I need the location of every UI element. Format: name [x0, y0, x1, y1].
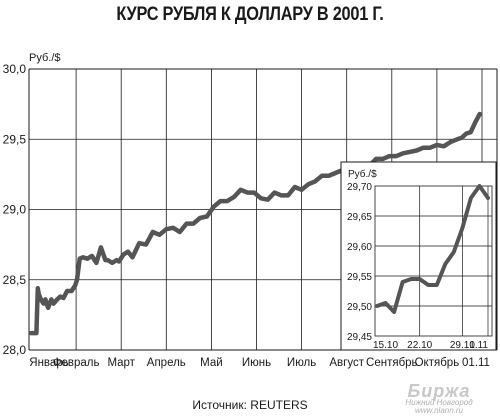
inset-y-tick-labels: 29,45 29,50 29,55 29,60 29,65 29,70: [347, 182, 372, 343]
inset-x-tick-labels: 15.10 22.10 29.101.11: [373, 340, 488, 351]
inset-y-tick-label: 29,45: [347, 332, 372, 343]
inset-x-tick-label: 22.10: [407, 340, 432, 351]
watermark-url: www.nlann.ru: [414, 406, 464, 415]
watermark-logo-text: Биржа: [407, 381, 471, 401]
main-y-tick-label: 28,5: [3, 273, 27, 287]
inset-frame: [340, 161, 497, 351]
main-x-tick-label: Март: [107, 357, 135, 369]
source-note: Источник: REUTERS: [192, 398, 308, 412]
inset-y-tick-label: 29,50: [347, 302, 372, 313]
main-x-tick-label: Май: [200, 357, 223, 369]
main-y-tick-label: 29,5: [3, 132, 27, 146]
main-x-tick-label: 01.11: [462, 357, 490, 369]
watermark: Биржа Нижний Новгород www.nlann.ru: [384, 381, 494, 415]
inset-y-tick-label: 29,70: [347, 182, 372, 193]
inset-grid: [374, 185, 493, 337]
inset-y-tick-label: 29,65: [347, 212, 372, 223]
inset-x-tick-label: 1.11: [469, 340, 488, 351]
main-x-tick-label: Июль: [287, 357, 316, 369]
main-y-axis-label: Руб./$: [29, 52, 61, 64]
main-y-tick-label: 28,0: [3, 343, 27, 357]
inset-x-tick-label: 29.10: [450, 340, 475, 351]
inset-x-tick-label: 15.10: [373, 340, 398, 351]
main-x-tick-label: Сентябрь: [366, 357, 418, 369]
inset-y-tick-label: 29,60: [347, 242, 372, 253]
inset-y-axis-label: Руб./$: [348, 168, 377, 180]
main-x-tick-label: Октябрь: [415, 357, 460, 369]
chart-title: КУРС РУБЛЯ К ДОЛЛАРУ В 2001 Г.: [116, 4, 384, 25]
inset-plot-frame: [374, 185, 493, 337]
main-y-tick-label: 30,0: [3, 62, 27, 76]
main-y-tick-label: 29,0: [3, 203, 27, 217]
watermark-city: Нижний Новгород: [405, 398, 473, 407]
main-y-tick-labels: 28,0 28,5 29,0 29,5 30,0: [3, 62, 27, 357]
main-x-tick-label: Апрель: [147, 357, 186, 369]
inset-y-tick-label: 29,55: [347, 272, 372, 283]
main-series-line: [28, 111, 482, 336]
main-x-tick-label: Январь: [29, 357, 68, 369]
inset-chart: Руб./$ 29,45 29,50 29,55 29,60 29,65 29,70 15…: [340, 161, 497, 351]
main-x-tick-label: Август: [329, 357, 364, 369]
main-chart: Руб./$ 28,0 28,5 29,0 29,5 30,0 ЯнварьФеврал…: [3, 52, 498, 369]
main-x-tick-label: Февраль: [53, 357, 100, 369]
inset-series-line: [375, 184, 490, 314]
main-x-tick-label: Июнь: [242, 357, 271, 369]
